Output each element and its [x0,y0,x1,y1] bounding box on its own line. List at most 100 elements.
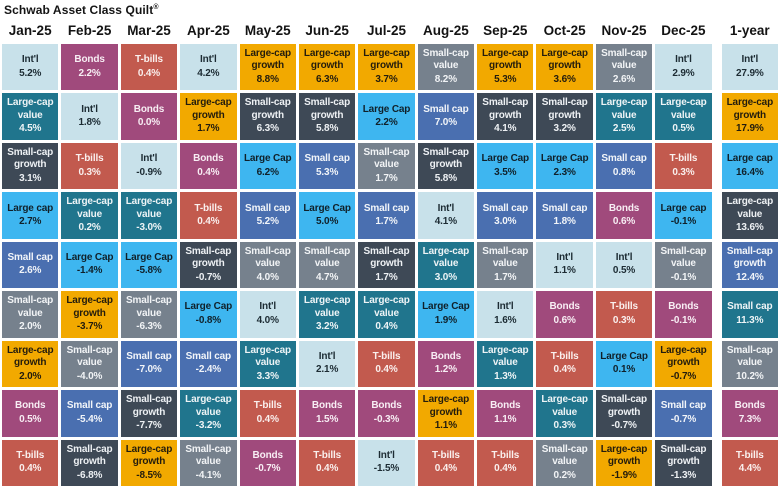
return-value: -0.1% [670,216,697,228]
asset-class-label: Int'l [259,301,277,313]
quilt-cell: Large Cap 1.9% [417,291,475,338]
return-value: 10.2% [736,370,764,382]
quilt-cell: Large-cap value 3.0% [417,241,475,289]
quilt-cell: Large-cap value 0.4% [358,291,415,338]
quilt-cell: Small cap 1.7% [358,192,415,239]
return-value: 0.3% [78,166,101,178]
quilt-cell: Bonds 0.4% [180,142,237,190]
asset-class-label: Small-cap value [66,344,113,369]
column-spacer [715,20,719,41]
asset-class-label: T-bills [16,449,45,461]
asset-class-label: Bonds [734,400,766,412]
return-value: -8.5% [136,469,162,481]
column-header-dec-25: Dec-25 [661,23,706,38]
quilt-cell: T-bills 0.3% [61,142,118,190]
quilt-cell: Small-cap value 2.0% [2,291,59,338]
quilt-cell: Large Cap -5.8% [120,241,178,289]
asset-class-label: Bonds [490,400,521,412]
quilt-cell: Int'l 1.8% [61,93,118,140]
return-value: 3.6% [553,73,576,85]
quilt-cell: Small cap -0.7% [655,390,712,437]
column-spacer [715,242,719,288]
return-value: 0.3% [672,166,695,178]
column-spacer [715,192,719,238]
return-value: -6.3% [136,321,162,333]
return-value: -0.1% [670,271,697,283]
quilt-cell: Large-cap value 1.3% [477,340,534,388]
asset-class-label: Large-cap growth [726,97,774,121]
quilt-cell: Int'l 2.1% [298,340,356,388]
quilt-cell: Bonds 0.6% [595,192,653,239]
quilt-cell: Large-cap value -3.0% [120,192,178,239]
return-value: 4.0% [256,314,279,326]
asset-class-label: Small-cap growth [66,443,113,468]
asset-class-label: Large Cap [65,251,114,263]
quilt-cell: Small-cap value -4.0% [61,340,118,388]
asset-class-label: Large cap [7,202,54,214]
asset-class-label: Int'l [140,153,158,165]
column-spacer [715,440,719,486]
asset-class-label: Small-cap value [726,344,773,369]
asset-class-label: Small-cap value [304,245,351,270]
quilt-cell: Small-cap growth -0.7% [180,241,237,289]
quilt-cell: Large-cap value 13.6% [721,192,778,239]
column-header-nov-25: Nov-25 [601,23,647,38]
asset-class-label: Small cap [363,202,410,214]
quilt-cell: Large-cap growth 1.7% [180,93,237,140]
return-value: -5.4% [76,413,103,425]
asset-class-label: Large-cap value [600,97,648,121]
return-value: 0.4% [197,166,220,178]
asset-class-label: Bonds [15,400,46,412]
return-value: 16.4% [736,166,764,178]
quilt-cell: Small cap 7.0% [417,93,475,140]
return-value: -3.0% [136,222,162,234]
return-value: 12.4% [736,271,764,283]
column-header-mar-25: Mar-25 [127,23,171,38]
quilt-cell: Small-cap growth 1.7% [358,241,415,289]
asset-class-label: Small-cap growth [541,97,588,121]
return-value: -6.8% [76,469,103,481]
quilt-cell: Large-cap value 3.2% [298,291,356,338]
return-value: 0.4% [553,364,576,376]
quilt-cell: T-bills 0.3% [655,142,712,190]
quilt-cell: Small-cap growth 5.8% [298,93,356,140]
quilt-cell: T-bills 0.4% [417,439,475,486]
asset-class-label: Bonds [193,153,224,165]
quilt-cell: Int'l 4.2% [180,44,237,91]
return-value: 2.7% [19,216,42,228]
quilt-cell: Small-cap growth 6.3% [239,93,296,140]
asset-class-label: Large Cap [600,350,648,362]
return-value: 3.3% [256,370,279,382]
quilt-cell: Large-cap growth -1.9% [595,439,653,486]
quilt-cell: Bonds 2.2% [61,44,118,91]
return-value: -0.7% [670,370,697,382]
asset-class-label: Bonds [549,301,580,313]
column-header-may-25: May-25 [244,23,291,38]
return-value: 2.3% [553,166,576,178]
return-value: 0.5% [672,123,695,135]
asset-class-label: Int'l [21,54,39,66]
column-header-oct-25: Oct-25 [543,23,586,38]
return-value: 3.0% [494,216,517,228]
quilt-cell: Small-cap value 8.2% [417,44,475,91]
asset-class-label: Int'l [378,449,395,461]
quilt-cell: Large-cap growth 17.9% [721,93,778,140]
column-header-jan-25: Jan-25 [8,23,52,38]
quilt-cell: Int'l 4.1% [417,192,475,239]
quilt-cell: T-bills 0.4% [180,192,237,239]
return-value: -2.4% [195,364,222,376]
asset-class-label: Small cap [185,350,231,362]
asset-class-label: Int'l [741,54,759,66]
asset-class-label: Int'l [200,54,217,66]
return-value: 0.4% [434,463,457,475]
return-value: 2.6% [612,73,636,85]
quilt-cell: T-bills 0.4% [2,439,59,486]
asset-class-label: Bonds [608,202,640,214]
quilt-cell: Small-cap growth 12.4% [721,241,778,289]
asset-class-label: Large Cap [303,202,351,214]
return-value: 4.5% [19,123,42,135]
quilt-cell: Bonds 1.1% [477,390,534,437]
column-spacer [715,93,719,139]
return-value: 1.1% [494,413,517,425]
return-value: 0.3% [612,314,636,326]
